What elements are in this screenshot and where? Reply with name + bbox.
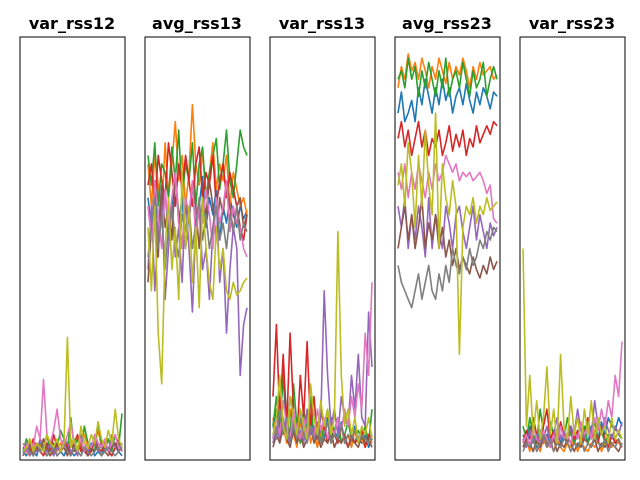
series-line-4 [397,120,498,157]
series-line-6 [272,425,373,449]
series-group [272,230,373,449]
panel-title: var_rss12 [29,14,115,33]
series-line-8 [22,442,123,457]
panel-title: avg_rss13 [152,14,242,33]
series-line-3 [397,57,498,97]
series-group [397,53,498,356]
panel-var-rss23: var_rss23 [519,14,626,461]
series-group [147,103,248,385]
series-line-7 [147,171,248,258]
series-line-9 [522,248,623,444]
series-line-7 [397,154,498,224]
series-group [522,248,623,453]
axes-frame [19,36,126,461]
axes-frame [144,36,251,461]
series-line-8 [272,408,373,444]
panel-var-rss12: var_rss12 [19,14,126,461]
series-line-3 [272,366,373,444]
series-line-9 [397,112,498,356]
series-line-9 [147,171,248,385]
series-group [22,336,123,457]
panel-title: var_rss23 [529,14,615,33]
series-line-9 [272,230,373,444]
panel-var-rss13: var_rss13 [269,14,376,461]
panel-title: var_rss13 [279,14,365,33]
axes-frame [519,36,626,461]
panel-avg-rss13: avg_rss13 [144,14,251,461]
series-line-9 [22,336,123,453]
panel-avg-rss23: avg_rss23 [394,14,501,461]
series-line-8 [522,433,623,453]
series-line-1 [397,78,498,123]
series-line-2 [147,103,248,216]
series-line-3 [147,129,248,207]
panel-title: avg_rss23 [402,14,492,33]
series-line-6 [397,196,498,279]
series-line-8 [397,226,498,309]
